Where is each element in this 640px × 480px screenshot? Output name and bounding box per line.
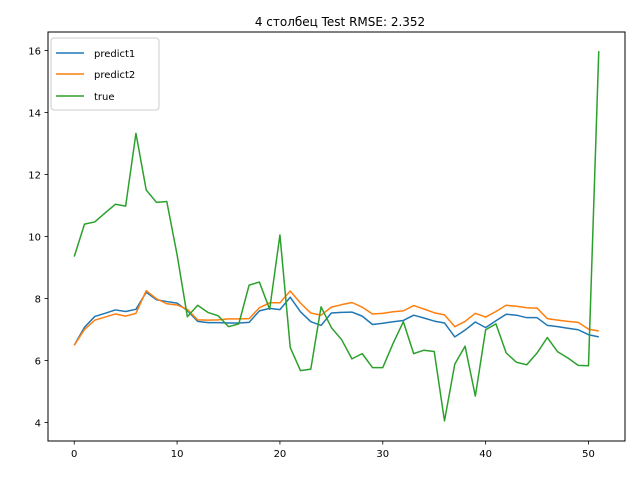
legend: predict1 predict2 true bbox=[50, 37, 160, 111]
chart-title: 4 столбец Test RMSE: 2.352 bbox=[255, 15, 425, 29]
legend-label-predict2: predict2 bbox=[94, 70, 135, 81]
y-tick-label: 10 bbox=[28, 233, 41, 244]
series-line-true bbox=[73, 51, 600, 422]
x-tick-label: 40 bbox=[479, 449, 492, 460]
x-tick-label: 50 bbox=[582, 449, 595, 460]
y-tick-label: 8 bbox=[35, 294, 41, 305]
x-tick-label: 30 bbox=[376, 449, 389, 460]
x-tick-label: 10 bbox=[171, 449, 184, 460]
y-tick-label: 12 bbox=[28, 171, 41, 182]
y-tick-label: 16 bbox=[28, 47, 41, 58]
legend-label-true: true bbox=[94, 92, 115, 103]
series-line-predict2 bbox=[73, 289, 599, 346]
y-tick-label: 4 bbox=[35, 418, 41, 429]
legend-box bbox=[50, 37, 160, 111]
axis-layer: 0 10 20 30 40 50 4 6 8 10 12 14 16 bbox=[28, 47, 595, 460]
x-tick-label: 20 bbox=[274, 449, 287, 460]
series-layer bbox=[73, 51, 600, 422]
legend-label-predict1: predict1 bbox=[94, 49, 135, 60]
y-tick-label: 14 bbox=[28, 109, 41, 120]
y-tick-label: 6 bbox=[35, 356, 41, 367]
x-tick-label: 0 bbox=[71, 449, 77, 460]
